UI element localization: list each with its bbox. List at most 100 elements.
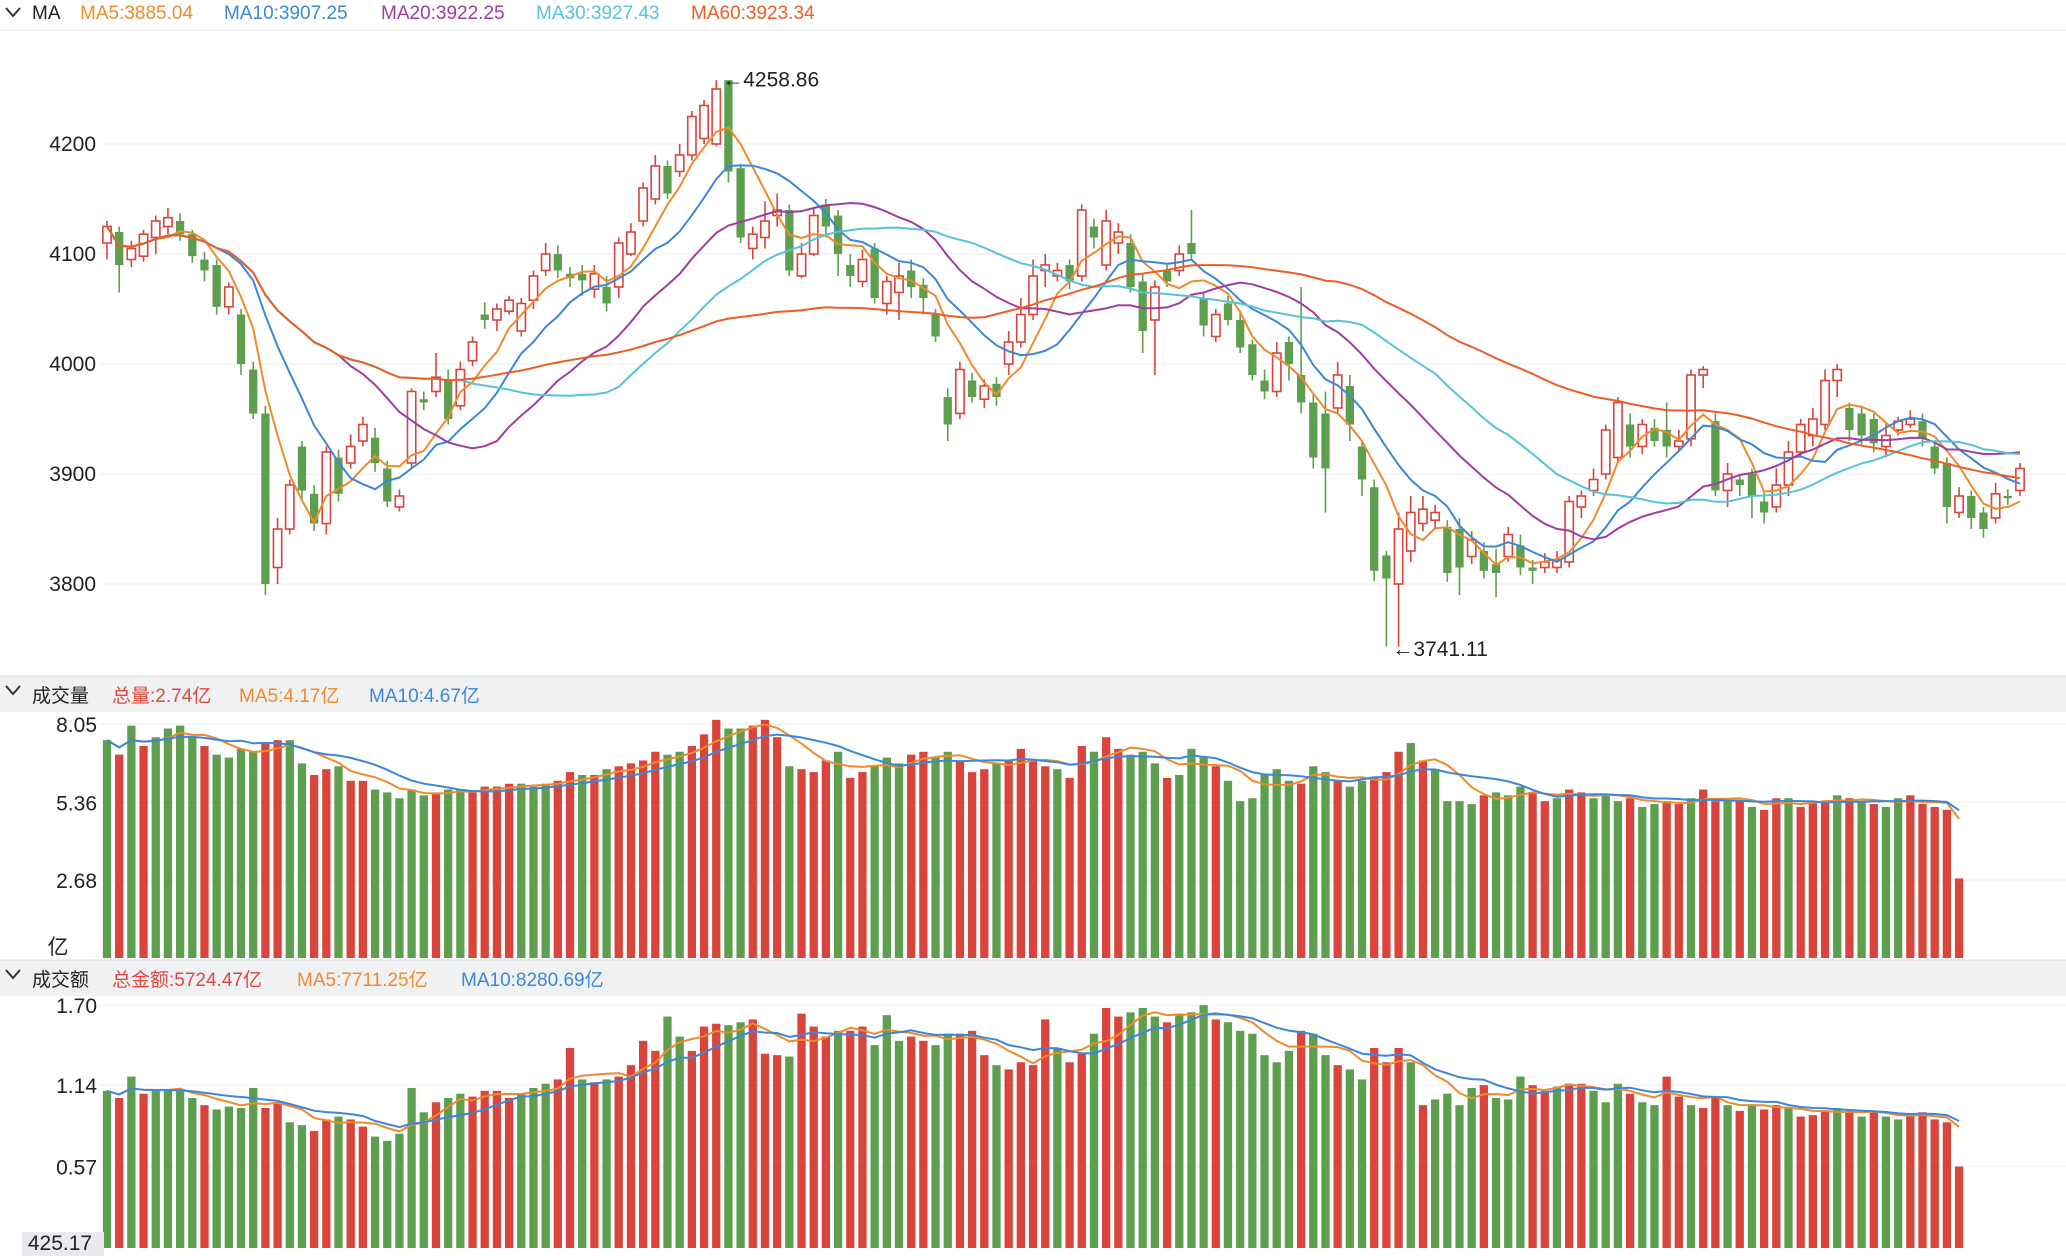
volume-bar [663,754,672,958]
amount-bar [1540,1090,1549,1248]
volume-bar [1102,737,1111,958]
volume-bar [1357,780,1367,958]
volume-bar [1187,748,1196,958]
amount-bar [712,1023,721,1248]
amount-bar [358,1126,368,1248]
volume-bar [1833,795,1842,958]
volume-bar [456,789,465,958]
amount-bar [1759,1109,1769,1248]
candle-body-down [309,493,319,524]
volume-bar [785,766,794,958]
amount-bar [346,1119,355,1248]
volume-bar [1126,754,1135,958]
candle-body-up [126,247,137,261]
volume-bar [1699,789,1708,958]
price-collapse-button[interactable] [5,7,21,18]
volume-collapse-button[interactable] [5,685,21,696]
volume-bar [1053,769,1062,958]
candle-body-up [321,451,332,525]
candle-body-up [455,368,466,407]
volume-bar [1894,798,1903,958]
candle-body-down [1918,421,1927,439]
amount-bar [748,1019,757,1248]
candle-body-down [1236,320,1245,348]
volume-bar [175,725,185,958]
amount-bar [1028,1065,1038,1248]
volume-bar [894,763,904,958]
candle-body-down [1284,342,1294,364]
candle-body-up [1832,368,1843,382]
amount-bar [1114,1016,1123,1248]
amount-bar [1601,1102,1610,1248]
legend-ma5: MA5:3885.04 [80,3,193,24]
price-tick-label: 3800 [49,573,96,596]
amount-bar [907,1036,916,1248]
legend-ma60: MA60:3923.34 [691,3,815,24]
volume-bar [212,754,221,958]
amount-bar [955,1033,965,1248]
volume-bar [1735,801,1744,958]
candle-body-up [1588,478,1599,492]
candle-body-down [1845,408,1854,430]
amount-bar [1686,1105,1696,1248]
candle-body-up [1576,495,1587,508]
amount-bar [1894,1119,1903,1248]
amount-bar [1406,1062,1415,1248]
candle-body-down [602,287,611,304]
amount-bar [1041,1019,1050,1248]
amount-bar [858,1026,867,1248]
amount-panel-header [0,960,2066,996]
amount-bar [1796,1116,1805,1248]
amount-bar [1126,1012,1135,1248]
volume-bar [151,737,160,958]
amount-bar [663,1016,672,1248]
volume-bar [517,783,526,958]
volume-bar [1248,798,1257,958]
amount-bar [175,1090,185,1248]
amount-bar [1869,1112,1878,1248]
volume-bar [1138,751,1147,958]
amount-bar [870,1045,879,1248]
volume-bar [590,775,599,958]
chevron-down-icon [5,7,21,18]
volume-bar [1077,745,1086,958]
amount-ma10-line [106,1012,1960,1129]
candle-body-up [467,341,478,362]
amount-bar [1430,1099,1440,1248]
volume-bar [1114,748,1123,958]
volume-bar [1662,801,1671,958]
amount-bar [565,1048,575,1248]
amount-bar [285,1122,294,1248]
candle-body-up [894,275,904,294]
candle-body-up [1820,379,1830,426]
volume-bar [1418,760,1428,958]
volume-bar [882,757,891,958]
candlestick-series [102,80,2025,647]
amount-bar [1613,1083,1623,1248]
amount-collapse-button[interactable] [5,969,21,980]
volume-bar [370,789,380,958]
candle-body-up [760,220,770,239]
amount-bar [675,1036,684,1248]
candle-body-down [1162,270,1172,282]
volume-tick-label: 5.36 [56,792,97,815]
candle-body-up [1430,511,1441,521]
candle-body-down [444,380,453,419]
candle-body-up [1271,352,1282,393]
amount-bar [687,1050,697,1248]
amount-bar [1918,1112,1927,1248]
high-price-annotation: ←4258.86 [722,68,819,91]
volume-bar [1528,792,1537,958]
candle-body-up [796,253,807,277]
volume-bar [760,719,770,958]
volume-bar [529,786,538,958]
candle-body-down [833,215,843,254]
volume-bar [407,789,416,958]
amount-bar [1820,1110,1830,1248]
volume-bar [1479,795,1489,958]
volume-bar [504,783,514,958]
amount-bar [1650,1105,1659,1248]
volume-bar [1016,748,1025,958]
volume-bar [907,754,916,958]
